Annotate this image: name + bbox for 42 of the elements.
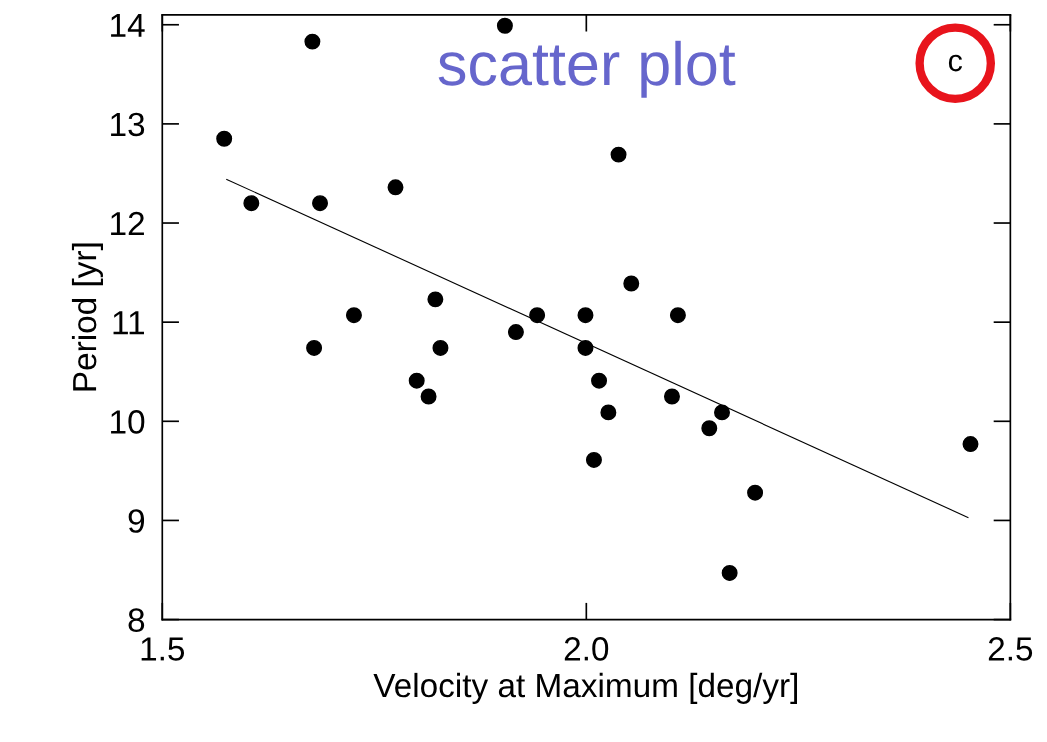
point xyxy=(663,388,680,405)
point xyxy=(623,275,640,292)
point xyxy=(496,17,513,34)
point xyxy=(577,339,594,356)
point xyxy=(243,195,260,212)
point xyxy=(345,307,362,324)
point xyxy=(714,404,730,421)
point xyxy=(600,404,617,421)
x-tick-label: 2.0 xyxy=(564,637,609,661)
point xyxy=(432,339,449,356)
annotation: scatter plot xyxy=(438,40,736,98)
point xyxy=(306,339,323,356)
point xyxy=(962,436,979,453)
point xyxy=(304,33,321,50)
x-tick-label: 1.5 xyxy=(141,637,185,661)
x-axis-title: Velocity at Maximum [deg/yr] xyxy=(373,672,797,704)
y-tick-label: 9 xyxy=(128,509,145,533)
point xyxy=(387,179,404,196)
point xyxy=(585,451,602,468)
point xyxy=(312,195,329,212)
point xyxy=(610,146,627,163)
point xyxy=(721,564,738,581)
point xyxy=(216,130,233,147)
point xyxy=(420,388,437,405)
point xyxy=(529,307,546,324)
point xyxy=(747,484,764,501)
y-tick-label: 11 xyxy=(113,311,144,335)
annotation: c xyxy=(948,54,963,72)
x-tick-label: 2.5 xyxy=(988,637,1033,661)
y-tick-label: 13 xyxy=(111,112,145,137)
point xyxy=(591,372,608,389)
point xyxy=(701,420,718,437)
point xyxy=(669,307,686,324)
y-tick-label: 14 xyxy=(111,13,145,37)
point xyxy=(507,324,524,341)
y-tick-label: 12 xyxy=(111,211,144,236)
point xyxy=(577,307,594,324)
point xyxy=(427,291,444,308)
y-tick-label: 8 xyxy=(128,608,145,632)
y-axis-title: Period [yr] xyxy=(71,243,103,391)
point xyxy=(408,372,425,389)
y-tick-label: 10 xyxy=(111,410,145,434)
